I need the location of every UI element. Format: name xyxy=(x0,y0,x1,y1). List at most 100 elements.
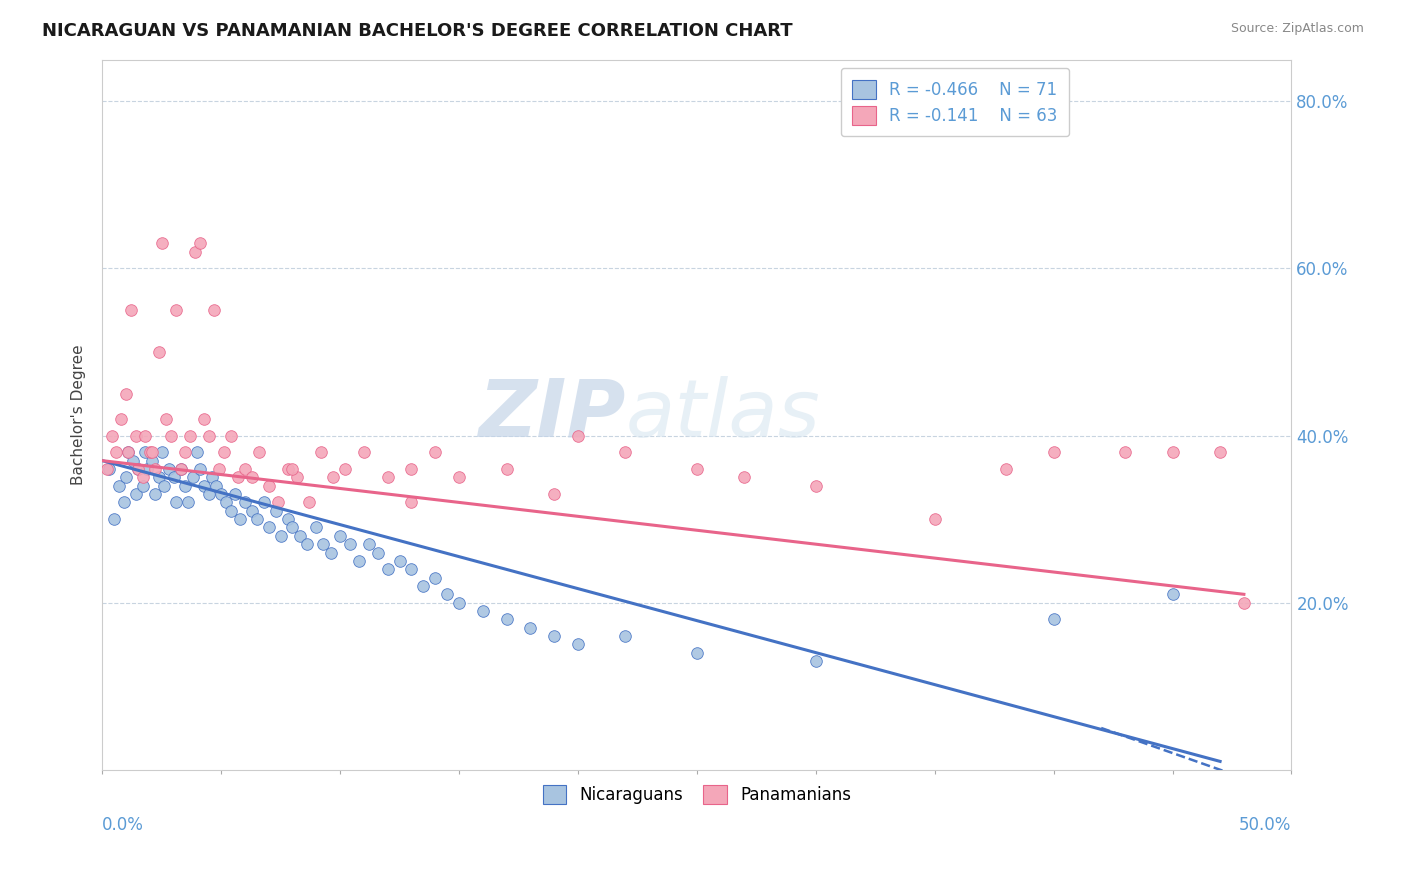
Point xyxy=(105,445,128,459)
Point xyxy=(322,470,344,484)
Point xyxy=(198,487,221,501)
Point xyxy=(186,445,208,459)
Point xyxy=(329,529,352,543)
Point xyxy=(246,512,269,526)
Point xyxy=(108,478,131,492)
Point xyxy=(401,562,423,576)
Point xyxy=(388,554,411,568)
Point xyxy=(233,462,256,476)
Point xyxy=(804,654,827,668)
Point xyxy=(205,478,228,492)
Point xyxy=(447,596,470,610)
Point xyxy=(229,512,252,526)
Point xyxy=(148,345,170,359)
Point xyxy=(177,495,200,509)
Point xyxy=(471,604,494,618)
Point xyxy=(219,504,242,518)
Point xyxy=(212,445,235,459)
Point xyxy=(1161,445,1184,459)
Point xyxy=(184,244,207,259)
Point xyxy=(924,512,946,526)
Point xyxy=(117,445,139,459)
Point xyxy=(401,495,423,509)
Point xyxy=(240,504,263,518)
Point xyxy=(115,386,138,401)
Point xyxy=(174,445,197,459)
Point xyxy=(804,478,827,492)
Point xyxy=(377,562,399,576)
Point xyxy=(122,453,145,467)
Point xyxy=(188,462,211,476)
Point xyxy=(208,462,231,476)
Point xyxy=(139,445,162,459)
Point xyxy=(179,428,201,442)
Point xyxy=(447,470,470,484)
Point xyxy=(357,537,380,551)
Point xyxy=(150,236,173,251)
Text: Source: ZipAtlas.com: Source: ZipAtlas.com xyxy=(1230,22,1364,36)
Point xyxy=(614,445,637,459)
Point xyxy=(614,629,637,643)
Point xyxy=(257,520,280,534)
Point xyxy=(1161,587,1184,601)
Point xyxy=(202,303,225,318)
Point xyxy=(224,487,246,501)
Point xyxy=(150,445,173,459)
Point xyxy=(298,495,321,509)
Point xyxy=(226,470,249,484)
Point xyxy=(567,637,589,651)
Point xyxy=(143,462,166,476)
Point xyxy=(124,487,146,501)
Point xyxy=(367,545,389,559)
Point xyxy=(519,621,541,635)
Text: ZIP: ZIP xyxy=(478,376,626,454)
Point xyxy=(103,512,125,526)
Point xyxy=(153,478,176,492)
Point xyxy=(193,412,215,426)
Point xyxy=(165,303,187,318)
Text: 0.0%: 0.0% xyxy=(103,816,143,834)
Point xyxy=(157,462,180,476)
Point xyxy=(277,462,299,476)
Point xyxy=(131,470,153,484)
Point xyxy=(174,478,197,492)
Point xyxy=(309,445,332,459)
Point xyxy=(193,478,215,492)
Y-axis label: Bachelor's Degree: Bachelor's Degree xyxy=(72,344,86,485)
Point xyxy=(155,412,177,426)
Point xyxy=(733,470,755,484)
Point xyxy=(134,428,156,442)
Point xyxy=(1042,445,1064,459)
Point xyxy=(412,579,434,593)
Point xyxy=(281,462,304,476)
Point xyxy=(436,587,458,601)
Point xyxy=(198,428,221,442)
Point xyxy=(112,495,135,509)
Point xyxy=(215,495,238,509)
Point xyxy=(188,236,211,251)
Point xyxy=(257,478,280,492)
Point xyxy=(1042,612,1064,626)
Point xyxy=(1233,596,1256,610)
Point xyxy=(141,445,163,459)
Point xyxy=(124,428,146,442)
Text: atlas: atlas xyxy=(626,376,820,454)
Point xyxy=(295,537,318,551)
Point xyxy=(425,571,447,585)
Point xyxy=(131,478,153,492)
Point xyxy=(98,462,121,476)
Point xyxy=(353,445,375,459)
Point xyxy=(567,428,589,442)
Point xyxy=(543,487,565,501)
Point xyxy=(281,520,304,534)
Point xyxy=(127,462,149,476)
Point xyxy=(170,462,193,476)
Point xyxy=(148,470,170,484)
Point xyxy=(270,529,292,543)
Point xyxy=(162,470,184,484)
Point xyxy=(305,520,328,534)
Point xyxy=(543,629,565,643)
Point xyxy=(209,487,232,501)
Point xyxy=(995,462,1018,476)
Point xyxy=(141,453,163,467)
